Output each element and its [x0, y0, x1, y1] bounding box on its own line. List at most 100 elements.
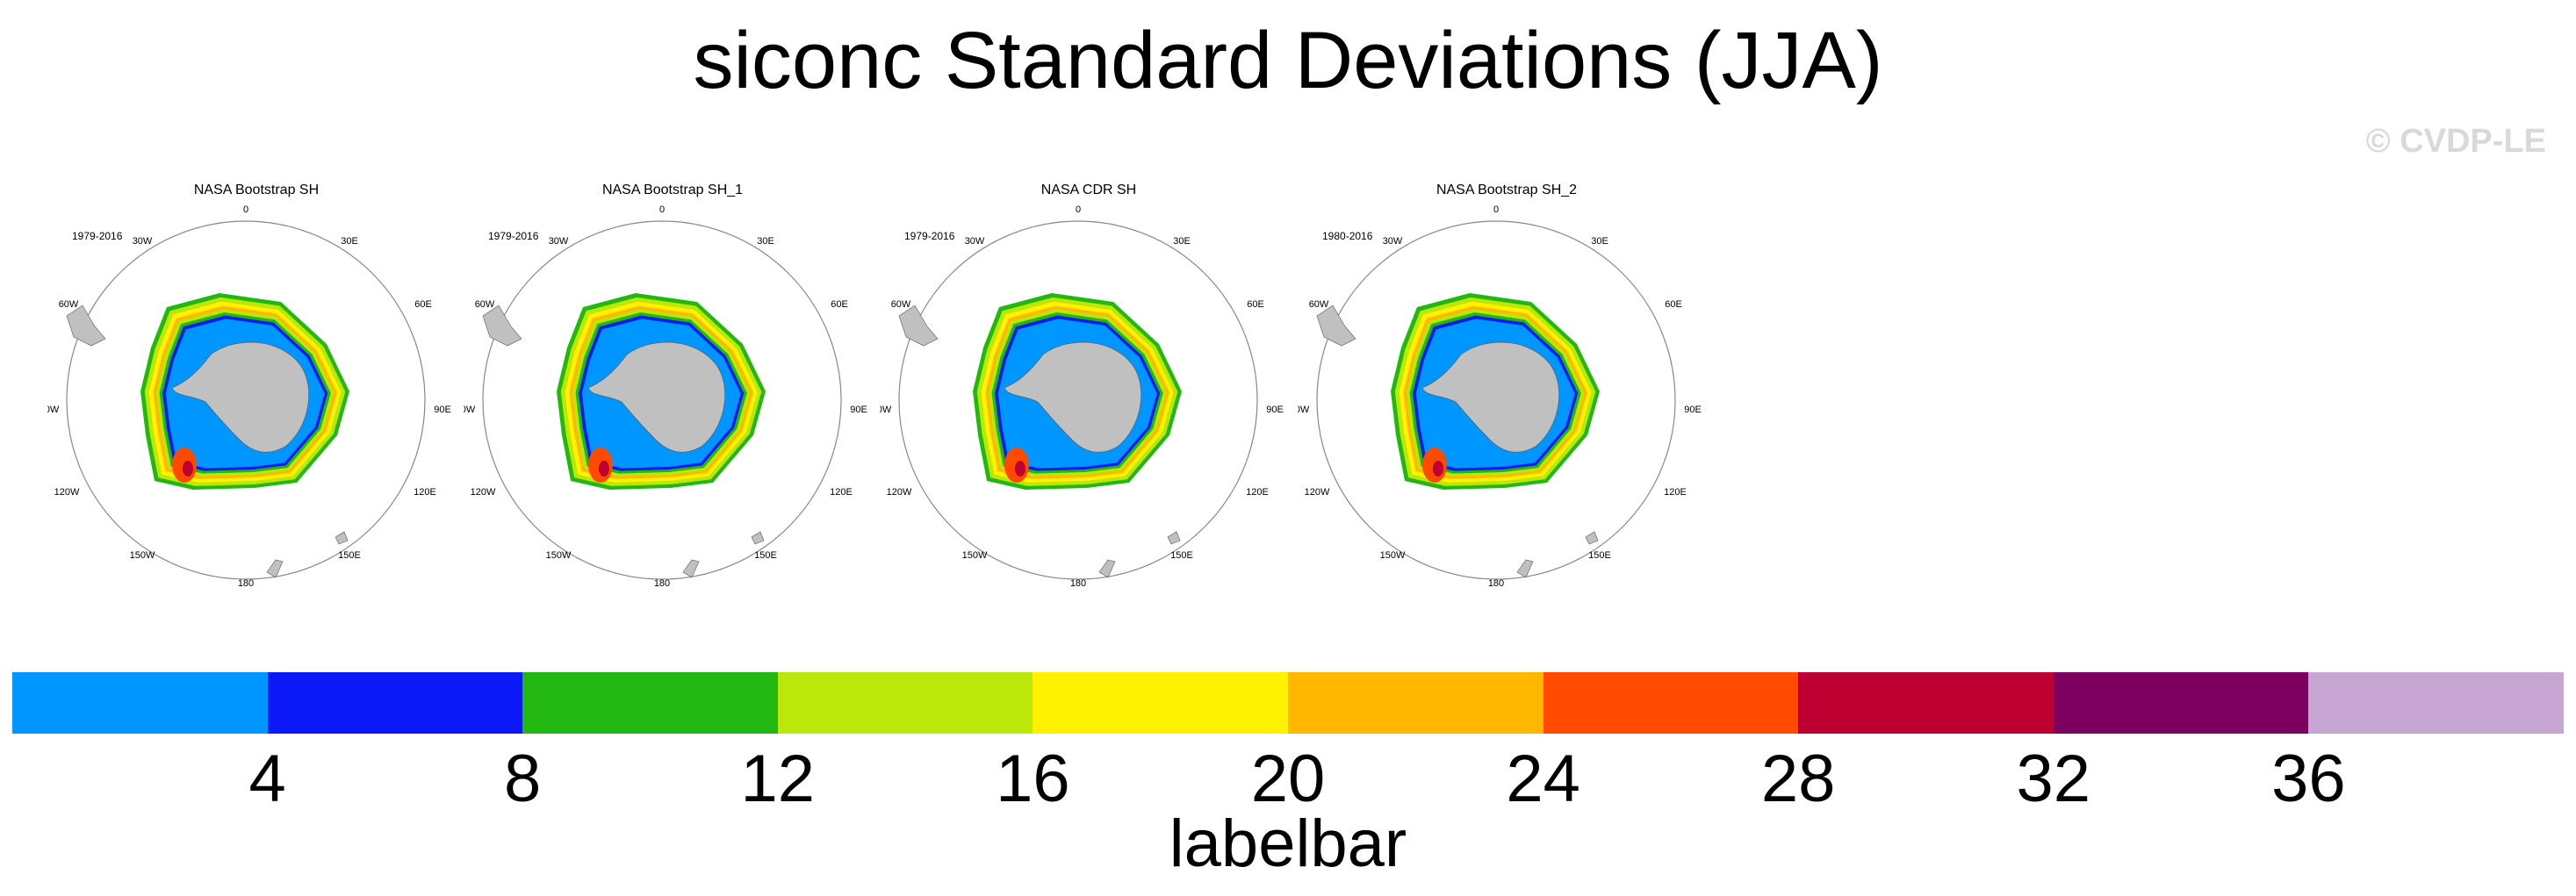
longitude-label: 0	[659, 204, 665, 215]
panel-years: 1979-2016	[904, 230, 955, 242]
longitude-label: 120W	[887, 487, 912, 498]
labelbar-tick-label: 36	[2271, 742, 2346, 816]
longitude-label: 180	[1488, 578, 1504, 589]
longitude-label: 60E	[1665, 299, 1682, 310]
longitude-label: 90E	[1266, 405, 1284, 415]
labelbar-title: labelbar	[1169, 806, 1407, 881]
labelbar-tick-label: 16	[996, 742, 1070, 816]
longitude-label: 180	[654, 578, 670, 589]
labelbar-tick-label: 4	[248, 742, 286, 816]
map-panel: 0 30E 60E 90E 120E 150E 180 150W 120W 90W 60W 30W NA…	[47, 176, 465, 614]
australia-landmass	[1585, 531, 1599, 545]
longitude-label: 150W	[546, 550, 572, 561]
south-america-landmass	[1316, 305, 1356, 347]
south-america-landmass	[66, 305, 106, 347]
new-zealand-landmass	[682, 559, 700, 578]
longitude-label: 150W	[962, 550, 988, 561]
longitude-label: 120E	[414, 487, 436, 498]
labelbar-ticks: 4 8 12 16 20 24 28 32 36	[12, 735, 2564, 823]
longitude-label: 90E	[1684, 405, 1702, 415]
longitude-label: 120E	[1246, 487, 1269, 498]
antarctica-landmass	[587, 341, 726, 453]
longitude-label: 90W	[1298, 405, 1310, 415]
longitude-label: 90E	[434, 405, 451, 415]
longitude-label: 30E	[341, 236, 358, 247]
labelbar-box	[1543, 672, 1799, 734]
watermark: © CVDP-LE	[2365, 123, 2546, 160]
longitude-label: 60E	[831, 299, 848, 310]
labelbar-tick-label: 12	[740, 742, 816, 816]
australia-landmass	[1167, 531, 1181, 545]
labelbar-box	[1033, 672, 1288, 734]
antarctica-landmass	[171, 341, 310, 453]
longitude-label: 30W	[133, 236, 153, 247]
new-zealand-landmass	[1516, 559, 1534, 578]
longitude-label: 60W	[1309, 299, 1329, 310]
longitude-label: 180	[1070, 578, 1086, 589]
sea-ice-hotspot	[599, 461, 609, 477]
labelbar-box	[12, 672, 268, 734]
polar-map: 0 30E 60E 90E 120E 150E 180 150W 120W 90W 60W 30W	[1298, 204, 1702, 589]
labelbar-box	[522, 672, 778, 734]
labelbar-box	[1287, 672, 1543, 734]
polar-map: 0 30E 60E 90E 120E 150E 180 150W 120W 90W 60W 30W	[47, 204, 451, 589]
labelbar-tick-label: 20	[1250, 742, 1326, 816]
longitude-label: 90W	[880, 405, 892, 415]
antarctica-landmass	[1004, 341, 1142, 453]
longitude-label: 60W	[891, 299, 911, 310]
longitude-label: 120W	[54, 487, 80, 498]
longitude-label: 120E	[830, 487, 853, 498]
panel-title: NASA Bootstrap SH_1	[601, 183, 744, 197]
longitude-label: 30W	[1383, 236, 1403, 247]
labelbar-box	[2308, 672, 2564, 734]
labelbar-tick-label: 32	[2016, 742, 2091, 816]
sea-ice-hotspot	[1015, 461, 1025, 477]
panel-title: NASA Bootstrap SH_2	[1436, 183, 1578, 197]
sea-ice-hotspot	[183, 461, 193, 477]
longitude-label: 30E	[757, 236, 774, 247]
longitude-label: 60W	[59, 299, 79, 310]
new-zealand-landmass	[266, 559, 284, 578]
longitude-label: 90E	[850, 405, 867, 415]
longitude-label: 30E	[1173, 236, 1191, 247]
longitude-label: 150W	[130, 550, 155, 561]
labelbar-tick-label: 24	[1506, 742, 1580, 816]
labelbar-tick-label: 8	[504, 742, 542, 816]
longitude-label: 60W	[475, 299, 495, 310]
longitude-label: 30W	[549, 236, 569, 247]
longitude-label: 120W	[1305, 487, 1330, 498]
map-panel: 0 30E 60E 90E 120E 150E 180 150W 120W 90W 60W 30W NA…	[880, 176, 1298, 614]
longitude-label: 180	[238, 578, 254, 589]
labelbar-box	[777, 672, 1033, 734]
polar-map: 0 30E 60E 90E 120E 150E 180 150W 120W 90W 60W 30W	[880, 204, 1284, 589]
longitude-label: 30W	[965, 236, 985, 247]
labelbar-box	[2053, 672, 2309, 734]
polar-map: 0 30E 60E 90E 120E 150E 180 150W 120W 90W 60W 30W	[464, 204, 867, 589]
labelbar-colors	[12, 672, 2564, 734]
longitude-label: 150E	[1170, 550, 1193, 561]
longitude-label: 90W	[464, 405, 476, 415]
sea-ice-hotspot	[1433, 461, 1443, 477]
map-panel: 0 30E 60E 90E 120E 150E 180 150W 120W 90W 60W 30W NA…	[1298, 176, 1716, 614]
map-panel: 0 30E 60E 90E 120E 150E 180 150W 120W 90W 60W 30W NA…	[464, 176, 881, 614]
longitude-label: 150W	[1380, 550, 1406, 561]
longitude-label: 150E	[1588, 550, 1611, 561]
longitude-label: 60E	[414, 299, 432, 310]
longitude-label: 120E	[1664, 487, 1687, 498]
labelbar-tick-label: 28	[1760, 742, 1836, 816]
labelbar-box	[1798, 672, 2054, 734]
labelbar-box	[267, 672, 523, 734]
longitude-label: 30E	[1591, 236, 1608, 247]
longitude-label: 0	[1076, 204, 1081, 215]
longitude-label: 0	[243, 204, 248, 215]
longitude-label: 0	[1493, 204, 1499, 215]
new-zealand-landmass	[1098, 559, 1116, 578]
panel-title: NASA Bootstrap SH	[193, 183, 320, 197]
panel-years: 1980-2016	[1322, 230, 1373, 242]
longitude-label: 150E	[338, 550, 361, 561]
figure-title: siconc Standard Deviations (JJA)	[693, 16, 1883, 105]
longitude-label: 150E	[754, 550, 777, 561]
panel-title: NASA CDR SH	[1040, 183, 1137, 197]
australia-landmass	[751, 531, 765, 545]
australia-landmass	[335, 531, 349, 545]
